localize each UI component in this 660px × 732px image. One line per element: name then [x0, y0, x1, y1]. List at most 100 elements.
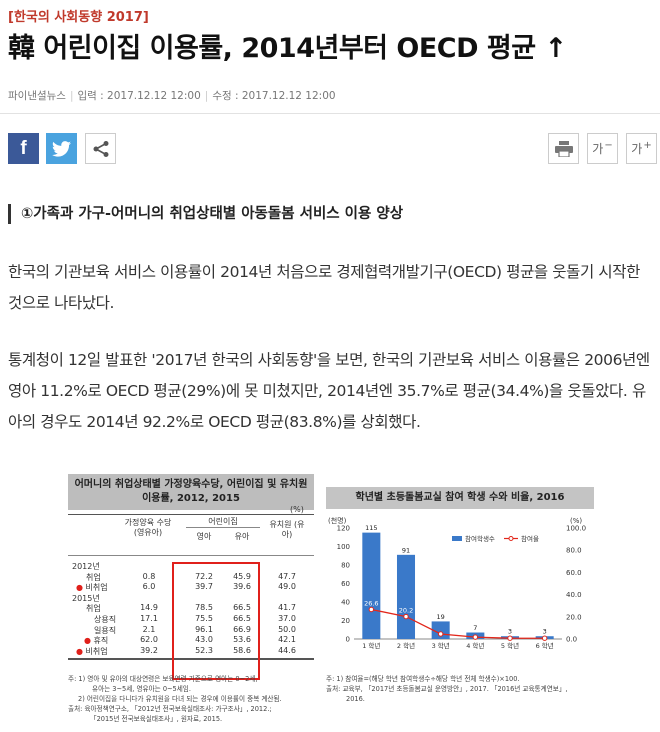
table-cell: 72.2 — [195, 571, 213, 581]
y-left-unit: (천명) — [328, 516, 347, 525]
table-row-label: ● 비취업 — [76, 582, 108, 593]
input-date: 입력 : 2017.12.12 12:00 — [77, 90, 201, 102]
table-cell: 39.6 — [233, 582, 251, 592]
col-header-daycare: 어린이집 — [186, 516, 260, 528]
bar-label: 7 — [473, 624, 477, 632]
y-right-tick: 100.0 — [566, 525, 586, 533]
legend-bar-label: 참여학생수 — [465, 534, 495, 543]
article-figure: 어머니의 취업상태별 가정양육수당, 어린이집 및 유치원 이용률, 2012,… — [68, 474, 594, 726]
rate-label: 26.6 — [364, 599, 378, 607]
x-tick-label: 4 학년 — [466, 641, 484, 650]
table-cell: 66.5 — [233, 603, 251, 613]
table-bottom-rule — [68, 658, 314, 660]
y-right-tick: 20.0 — [566, 613, 582, 621]
rate-point — [403, 613, 409, 620]
table-cell: 96.1 — [195, 624, 213, 634]
table-cell: 78.5 — [195, 603, 213, 613]
rate-point — [472, 634, 479, 640]
table-row-label: 일용직 — [94, 625, 116, 636]
table-cell: 50.0 — [278, 624, 296, 634]
bullet-marker: ● — [84, 636, 94, 646]
table-cell: 47.7 — [278, 571, 296, 581]
legend-line-label: 참여율 — [521, 534, 539, 543]
x-tick-label: 1 학년 — [362, 641, 380, 650]
update-date: 수정 : 2017.12.12 12:00 — [212, 90, 336, 102]
table-cell: 0.8 — [142, 571, 156, 581]
bar-label: 3 — [543, 628, 547, 636]
legend-line-marker — [508, 536, 514, 541]
note-line: 2016. — [346, 695, 365, 703]
table-cell: 66.5 — [233, 614, 251, 623]
x-tick-label: 6 학년 — [536, 641, 554, 650]
table-cell: 37.0 — [278, 614, 296, 623]
font-decrease-button[interactable]: 가− — [587, 133, 618, 164]
facebook-icon: f — [20, 137, 27, 159]
table-cell: 66.9 — [233, 624, 251, 634]
table-row-label: 2015년 — [72, 593, 100, 604]
table-cell: 45.9 — [233, 571, 251, 581]
table-cell: 6.0 — [142, 582, 156, 592]
rate-point — [437, 631, 444, 637]
x-tick-label: 2 학년 — [397, 641, 415, 650]
participation-chart: (천명) (%) 0 20 40 60 80 100 120 0.0 20.0 40.0 60.0 80.… — [328, 516, 586, 650]
rate-label: 20.2 — [399, 607, 413, 615]
row-label-text: 일용직 — [94, 625, 117, 635]
note-line: 주: 1) 영아 및 유아의 대상연령은 보육연령 기준으로 영아는 0~2세, — [68, 675, 258, 683]
print-icon — [554, 140, 573, 157]
col-header-infant: 영아 — [196, 532, 212, 541]
table-cell: 2.1 — [142, 624, 156, 634]
facebook-share-button[interactable]: f — [8, 133, 39, 164]
share-button[interactable] — [85, 133, 116, 164]
note-line: 유아는 3~5세, 영유아는 0~5세임. — [92, 685, 191, 693]
table-cell: 49.0 — [278, 582, 296, 592]
share-icon — [93, 140, 108, 157]
note-line: 주: 1) 참여율=(해당 학년 참여학생수÷해당 학년 전체 학생수)×100… — [326, 675, 520, 683]
x-tick-label: 5 학년 — [501, 641, 519, 650]
source-label: 파이낸셜뉴스 — [8, 90, 66, 102]
table-row-label: 상용직 — [94, 614, 116, 625]
row-label-text: 휴직 — [93, 636, 109, 646]
table-cell: 42.1 — [278, 635, 296, 645]
font-increase-button[interactable]: 가+ — [626, 133, 657, 164]
table-notes: 주: 1) 영아 및 유아의 대상연령은 보육연령 기준으로 영아는 0~2세,… — [68, 674, 318, 724]
table-row-label: ● 비취업 — [76, 646, 108, 657]
chart-title: 학년별 초등돌봄교실 참여 학생 수와 비율, 2016 — [326, 487, 594, 509]
y-right-tick: 80.0 — [566, 547, 582, 555]
chart-notes: 주: 1) 참여율=(해당 학년 참여학생수÷해당 학년 전체 학생수)×100… — [326, 674, 594, 704]
y-right-tick: 40.0 — [566, 591, 582, 599]
table-cell: 39.2 — [140, 645, 158, 655]
rate-point — [507, 635, 513, 641]
font-decrease-icon: 가− — [592, 140, 613, 156]
bar — [362, 532, 381, 639]
table-row-label: ● 휴직 — [84, 635, 108, 646]
article-kicker: [한국의 사회동향 2017] — [8, 10, 149, 25]
bullet-marker: ● — [76, 583, 86, 593]
table-cell: 17.1 — [140, 614, 158, 623]
rate-line — [371, 608, 545, 639]
col-header-toddler: 유아 — [234, 532, 250, 541]
note-line: 「2015년 전국보육실태조사」, 원자료, 2015. — [90, 715, 223, 723]
y-left-tick: 80 — [341, 562, 350, 570]
bar-label: 3 — [508, 628, 512, 636]
x-tick-label: 3 학년 — [432, 641, 450, 650]
bar-label: 91 — [402, 546, 410, 554]
col-header-home-care: 가정양육 수당 (영유아) — [124, 518, 172, 537]
note-line: 출처: 육아정책연구소, 「2012년 전국보육실태조사: 가구조사」, 201… — [68, 705, 272, 713]
article-subhead: ①가족과 가구-어머니의 취업상태별 아동돌봄 서비스 이용 양상 — [8, 204, 403, 224]
bar-label: 19 — [437, 613, 445, 621]
table-cell: 44.6 — [278, 645, 296, 655]
table-cell: 53.6 — [233, 635, 251, 645]
twitter-share-button[interactable] — [46, 133, 77, 164]
table-row-label: 취업 — [86, 603, 101, 614]
table-title: 어머니의 취업상태별 가정양육수당, 어린이집 및 유치원 이용률, 2012,… — [68, 474, 314, 510]
note-line: 2) 어린이집을 다니다가 유치원을 다녀 되는 경우에 이용률이 중복 계산됨… — [78, 695, 282, 703]
y-left-tick: 0 — [346, 636, 350, 644]
print-button[interactable] — [548, 133, 579, 164]
row-label-text: 비취업 — [85, 646, 108, 656]
table-cell: 41.7 — [278, 603, 296, 613]
table-row-label: 취업 — [86, 572, 101, 583]
table-cell: 62.0 — [140, 635, 158, 645]
bullet-marker: ● — [76, 646, 86, 656]
article-paragraph: 통계청이 12일 발표한 '2017년 한국의 사회동향'을 보면, 한국의 기… — [8, 351, 650, 431]
bar-label: 115 — [365, 524, 377, 532]
